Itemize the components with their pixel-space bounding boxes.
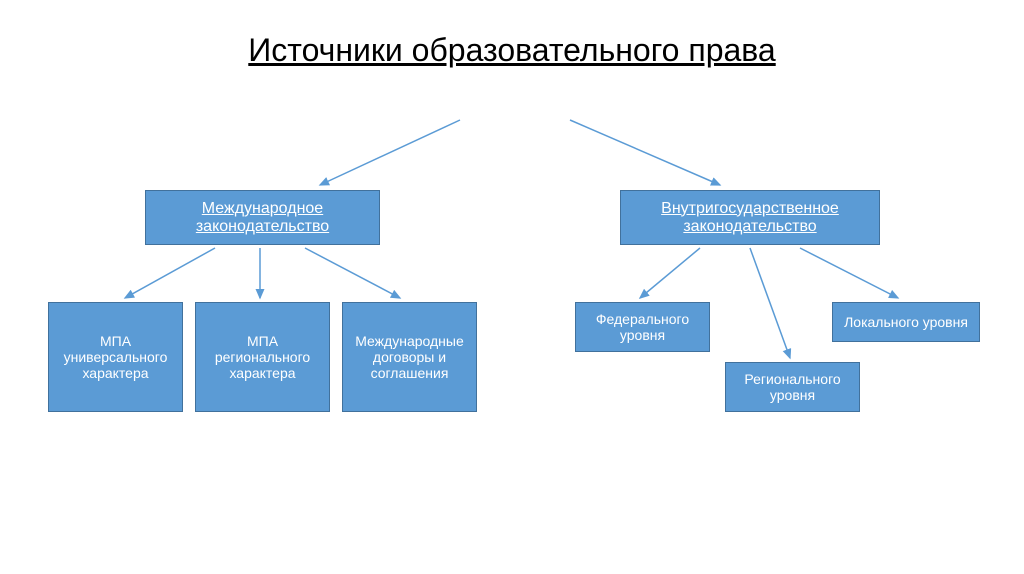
node-mpa-univ: МПА универсального характера <box>48 302 183 412</box>
node-reg: Регионального уровня <box>725 362 860 412</box>
node-mpa-reg: МПА регионального характера <box>195 302 330 412</box>
edge-dom-reg <box>750 248 790 358</box>
edge-title-intl <box>320 120 460 185</box>
edge-intl-treaties <box>305 248 400 298</box>
edge-dom-local <box>800 248 898 298</box>
node-fed: Федерального уровня <box>575 302 710 352</box>
edge-intl-mpa-univ <box>125 248 215 298</box>
node-dom: Внутригосударственное законодательство <box>620 190 880 245</box>
node-local: Локального уровня <box>832 302 980 342</box>
diagram-title: Источники образовательного права <box>248 30 775 72</box>
edge-title-dom <box>570 120 720 185</box>
node-intl: Международное законодательство <box>145 190 380 245</box>
arrows-layer <box>0 0 1024 574</box>
node-treaties: Международные договоры и соглашения <box>342 302 477 412</box>
edge-dom-fed <box>640 248 700 298</box>
